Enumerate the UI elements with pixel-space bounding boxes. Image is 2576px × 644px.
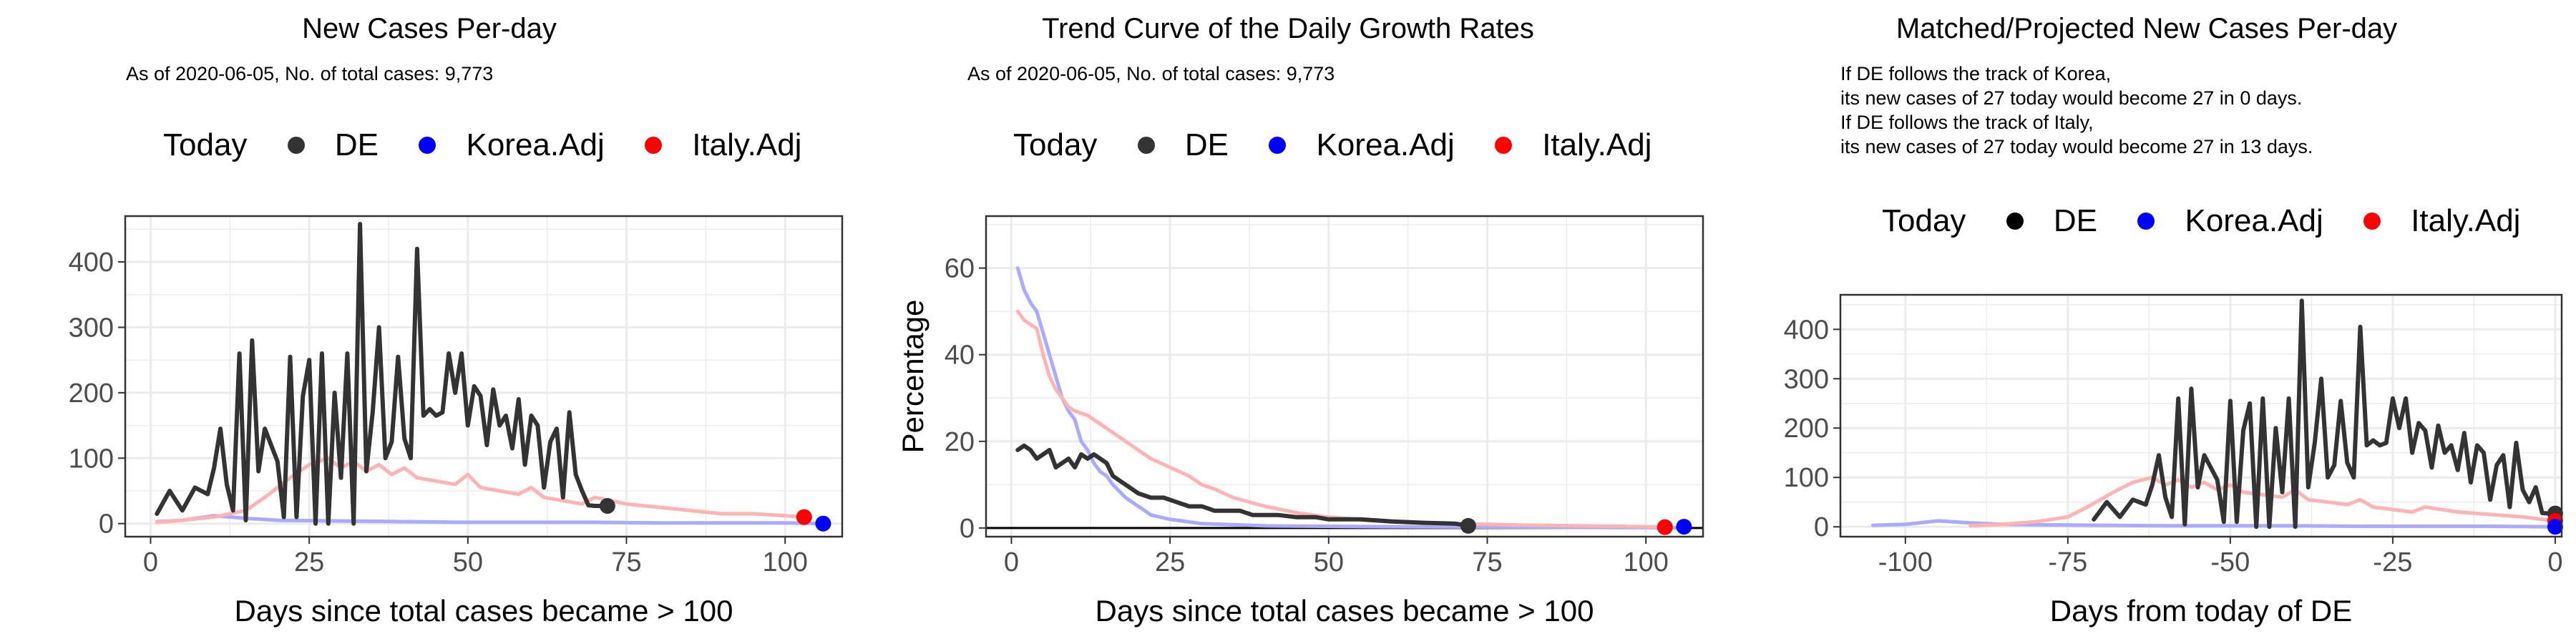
x-axis-title: Days since total cases became > 100: [1096, 594, 1594, 628]
legend-korea-label: Korea.Adj: [1316, 127, 1455, 163]
x-tick-label: 25: [294, 547, 324, 577]
chart-subtitle: As of 2020-06-05, No. of total cases: 9,…: [967, 63, 1335, 84]
y-tick-label: 0: [960, 514, 975, 544]
projection-note: its new cases of 27 today would become 2…: [1840, 87, 2303, 109]
x-tick-label: 75: [611, 547, 641, 577]
today-point-italy-adj: [1657, 519, 1673, 535]
legend-italy-label: Italy.Adj: [1542, 127, 1652, 163]
legend-italy-dot: [644, 137, 662, 155]
x-axis-title: Days from today of DE: [2050, 594, 2352, 628]
projection-note: If DE follows the track of Italy,: [1840, 112, 2094, 133]
x-tick-label: 50: [453, 547, 483, 577]
x-tick-label: 0: [143, 547, 158, 577]
series-line-de: [1015, 443, 1470, 528]
x-tick-label: 100: [1623, 547, 1668, 577]
legend-italy-label: Italy.Adj: [2411, 203, 2521, 239]
x-tick-label: 75: [1472, 547, 1502, 577]
chart-legend: Today DE Korea.Adj Italy.Adj: [163, 126, 801, 163]
x-tick-label: -75: [2048, 547, 2087, 577]
projection-note: If DE follows the track of Korea,: [1840, 63, 2112, 84]
series-line-de: [155, 222, 610, 526]
y-tick-label: 20: [945, 427, 975, 457]
legend-de-label: DE: [334, 127, 379, 163]
today-point-de: [599, 498, 615, 514]
legend-title: Today: [1882, 203, 1966, 239]
y-tick-label: 100: [69, 444, 114, 474]
plot-growth-rates: 0 25 50 75 100 0 20 40 60 Days since total cases …: [896, 215, 1704, 628]
panel-new-cases: New Cases Per-day As of 2020-06-05, No. …: [0, 0, 859, 644]
x-tick-label: 0: [1004, 547, 1019, 577]
y-tick-label: 0: [99, 509, 114, 540]
legend-title: Today: [163, 127, 248, 163]
plot-background: [986, 216, 1703, 537]
x-tick-label: 25: [1155, 547, 1185, 577]
y-tick-label: 100: [1784, 463, 1829, 493]
y-tick-label: 300: [1784, 364, 1829, 394]
today-point-de: [1460, 517, 1476, 534]
legend-de-dot: [1137, 137, 1155, 155]
chart-legend: Today DE Korea.Adj Italy.Adj: [1882, 202, 2520, 239]
y-tick-label: 60: [945, 254, 975, 284]
series-line-de: [2092, 298, 2557, 530]
x-tick-label: -50: [2210, 547, 2250, 577]
series-line-korea-adj: [1015, 266, 1686, 530]
today-point-korea-adj: [2547, 519, 2563, 535]
legend-de-label: DE: [2053, 203, 2098, 239]
legend-de-label: DE: [1184, 127, 1229, 163]
chart-title: New Cases Per-day: [302, 13, 557, 44]
legend-italy-label: Italy.Adj: [692, 127, 802, 163]
today-point-korea-adj: [1676, 519, 1692, 535]
plot-new-cases: 0 25 50 75 100 0 100 200 300 400 Days since total …: [69, 215, 844, 628]
y-tick-label: 40: [945, 341, 975, 371]
chart-legend: Today DE Korea.Adj Italy.Adj: [1013, 126, 1652, 163]
y-tick-label: 0: [1814, 512, 1829, 542]
y-tick-label: 400: [69, 248, 114, 278]
y-tick-label: 300: [69, 313, 114, 343]
series-line-korea-adj: [1870, 519, 2557, 529]
legend-italy-dot: [1494, 137, 1512, 155]
x-tick-label: 0: [2547, 547, 2562, 577]
legend-korea-dot: [2137, 213, 2155, 230]
x-axis-title: Days since total cases became > 100: [235, 594, 733, 628]
x-tick-label: 50: [1314, 547, 1344, 577]
y-tick-label: 200: [69, 379, 114, 409]
x-tick-label: -25: [2373, 547, 2412, 577]
legend-de-dot: [2006, 213, 2024, 230]
legend-italy-dot: [2363, 213, 2381, 230]
chart-title: Matched/Projected New Cases Per-day: [1896, 13, 2398, 44]
panel-projected: Matched/Projected New Cases Per-day If D…: [1717, 0, 2576, 644]
legend-korea-dot: [1269, 137, 1287, 155]
plot-background: [1840, 295, 2562, 537]
x-tick-label: -100: [1878, 547, 1933, 577]
legend-title: Today: [1013, 127, 1098, 163]
legend-de-dot: [287, 137, 305, 155]
y-tick-label: 200: [1784, 414, 1829, 444]
legend-korea-label: Korea.Adj: [2185, 203, 2323, 239]
plot-border: [985, 215, 1704, 538]
chart-subtitle: As of 2020-06-05, No. of total cases: 9,…: [126, 63, 494, 84]
legend-korea-label: Korea.Adj: [466, 127, 605, 163]
legend-korea-dot: [419, 137, 436, 155]
projection-note: its new cases of 27 today would become 2…: [1840, 136, 2313, 157]
chart-title: Trend Curve of the Daily Growth Rates: [1042, 13, 1534, 44]
plot-projected: -100 -75 -50 -25 0 0 100 200 300 400 Days from tod…: [1784, 293, 2563, 628]
y-axis-title: Percentage: [896, 300, 930, 454]
panel-growth-rates: Trend Curve of the Daily Growth Rates As…: [859, 0, 1717, 644]
today-point-korea-adj: [815, 515, 831, 532]
projection-notes: If DE follows the track of Korea, its ne…: [1840, 62, 2313, 159]
today-point-italy-adj: [796, 509, 812, 525]
x-tick-label: 100: [762, 547, 807, 577]
y-tick-label: 400: [1784, 315, 1829, 345]
plot-border: [124, 215, 844, 538]
plot-border: [1839, 293, 2563, 538]
